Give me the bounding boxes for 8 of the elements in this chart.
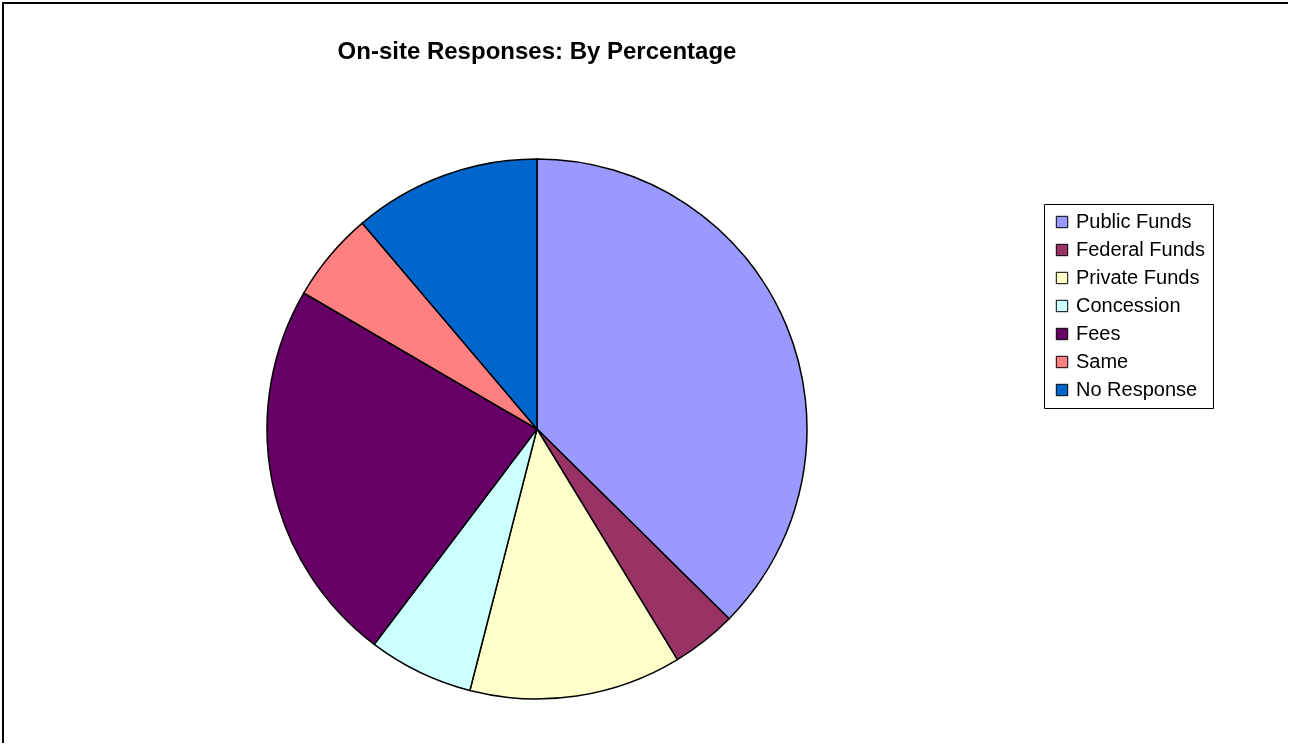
legend-label: Federal Funds xyxy=(1076,238,1205,260)
legend-label: Same xyxy=(1076,350,1129,372)
legend-label: Public Funds xyxy=(1076,210,1192,232)
chart-title: On-site Responses: By Percentage xyxy=(337,37,737,64)
legend-label: Private Funds xyxy=(1076,266,1200,288)
legend-label: Fees xyxy=(1076,322,1121,344)
legend-label: Concession xyxy=(1076,294,1181,316)
legend-label: No Response xyxy=(1076,378,1198,400)
